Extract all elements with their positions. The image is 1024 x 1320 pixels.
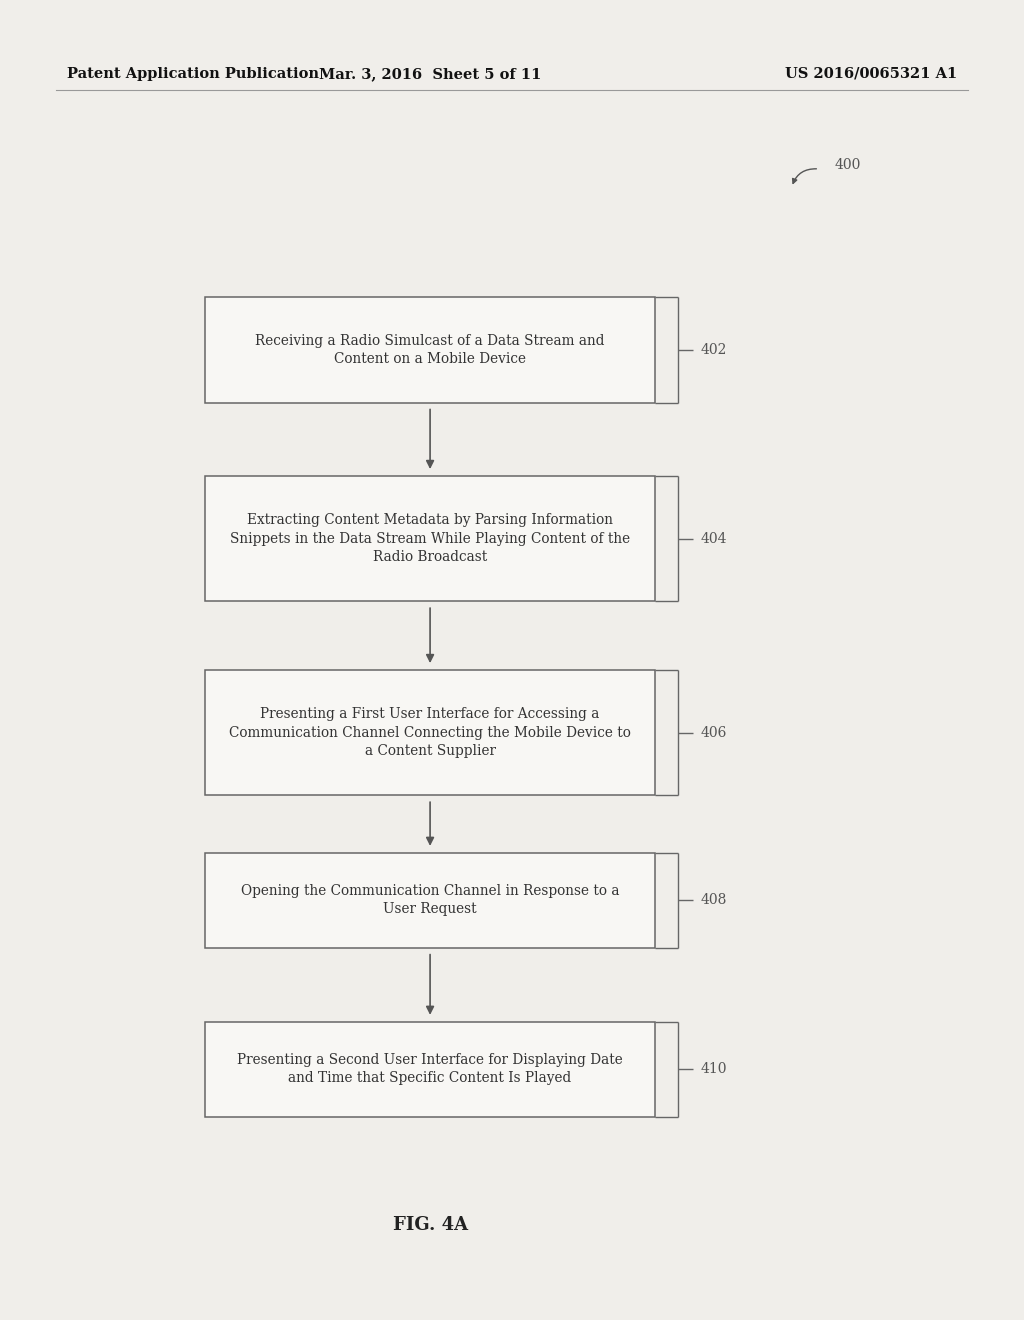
Text: 404: 404 (700, 532, 727, 545)
Text: Mar. 3, 2016  Sheet 5 of 11: Mar. 3, 2016 Sheet 5 of 11 (318, 67, 542, 81)
FancyBboxPatch shape (205, 1022, 655, 1117)
Text: Opening the Communication Channel in Response to a
User Request: Opening the Communication Channel in Res… (241, 884, 620, 916)
Text: 410: 410 (700, 1063, 727, 1076)
Text: 408: 408 (700, 894, 727, 907)
Text: 406: 406 (700, 726, 727, 739)
FancyBboxPatch shape (205, 671, 655, 795)
Text: 400: 400 (835, 158, 861, 172)
Text: Receiving a Radio Simulcast of a Data Stream and
Content on a Mobile Device: Receiving a Radio Simulcast of a Data St… (255, 334, 605, 366)
Text: Presenting a First User Interface for Accessing a
Communication Channel Connecti: Presenting a First User Interface for Ac… (229, 708, 631, 758)
Text: FIG. 4A: FIG. 4A (392, 1216, 468, 1234)
Text: 402: 402 (700, 343, 727, 356)
Text: Extracting Content Metadata by Parsing Information
Snippets in the Data Stream W: Extracting Content Metadata by Parsing I… (230, 513, 630, 564)
Text: US 2016/0065321 A1: US 2016/0065321 A1 (785, 67, 957, 81)
Text: Patent Application Publication: Patent Application Publication (67, 67, 318, 81)
FancyBboxPatch shape (205, 853, 655, 948)
FancyBboxPatch shape (205, 477, 655, 602)
FancyBboxPatch shape (205, 297, 655, 403)
Text: Presenting a Second User Interface for Displaying Date
and Time that Specific Co: Presenting a Second User Interface for D… (238, 1053, 623, 1085)
